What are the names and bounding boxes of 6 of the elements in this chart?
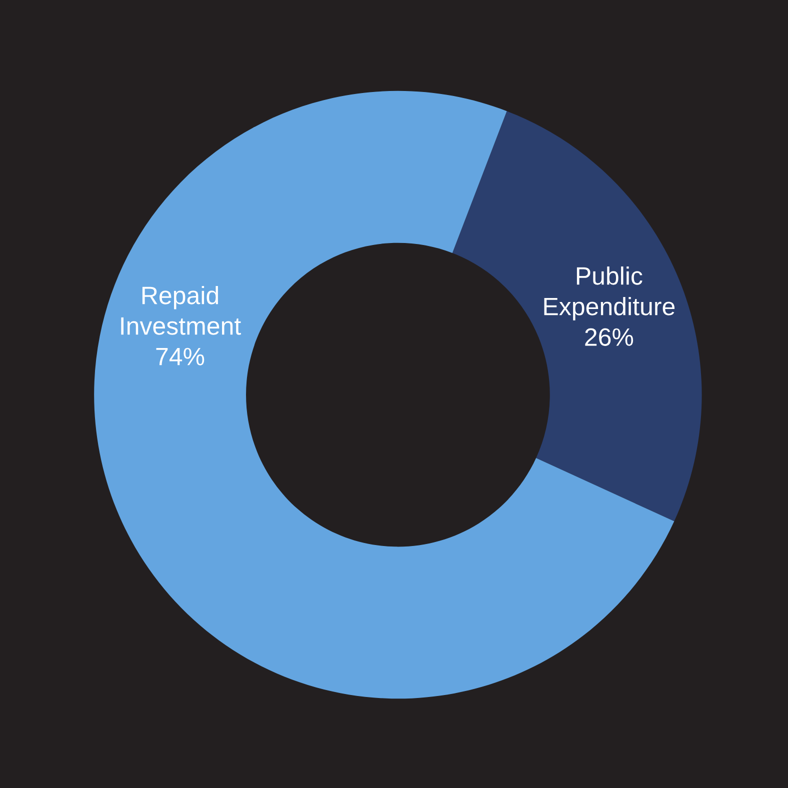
data-label: 74%	[156, 348, 204, 366]
donut-slice	[94, 91, 674, 699]
data-label: 26%	[585, 328, 634, 346]
donut-slice	[452, 111, 702, 522]
slice-label: Public Expenditure	[544, 266, 675, 320]
slice-label: Repaid Investment	[121, 286, 241, 335]
